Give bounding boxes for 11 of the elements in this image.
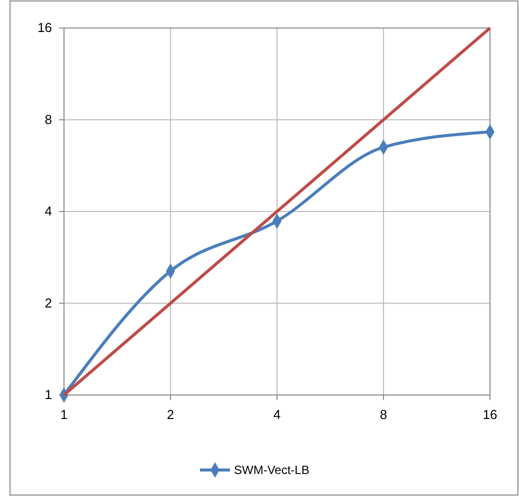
y-tick-label: 16 (38, 20, 52, 35)
y-tick-label: 1 (44, 387, 52, 402)
x-tick-label: 4 (273, 407, 281, 422)
legend-label: SWM-Vect-LB (234, 463, 310, 477)
y-tick-label: 4 (44, 204, 52, 218)
x-tick-label: 8 (380, 407, 388, 422)
x-tick-label: 2 (166, 407, 174, 422)
y-tick-label: 2 (44, 295, 52, 310)
x-tick-label: 1 (60, 407, 68, 422)
x-tick-label: 16 (482, 407, 498, 422)
y-tick-label: 8 (44, 112, 52, 127)
